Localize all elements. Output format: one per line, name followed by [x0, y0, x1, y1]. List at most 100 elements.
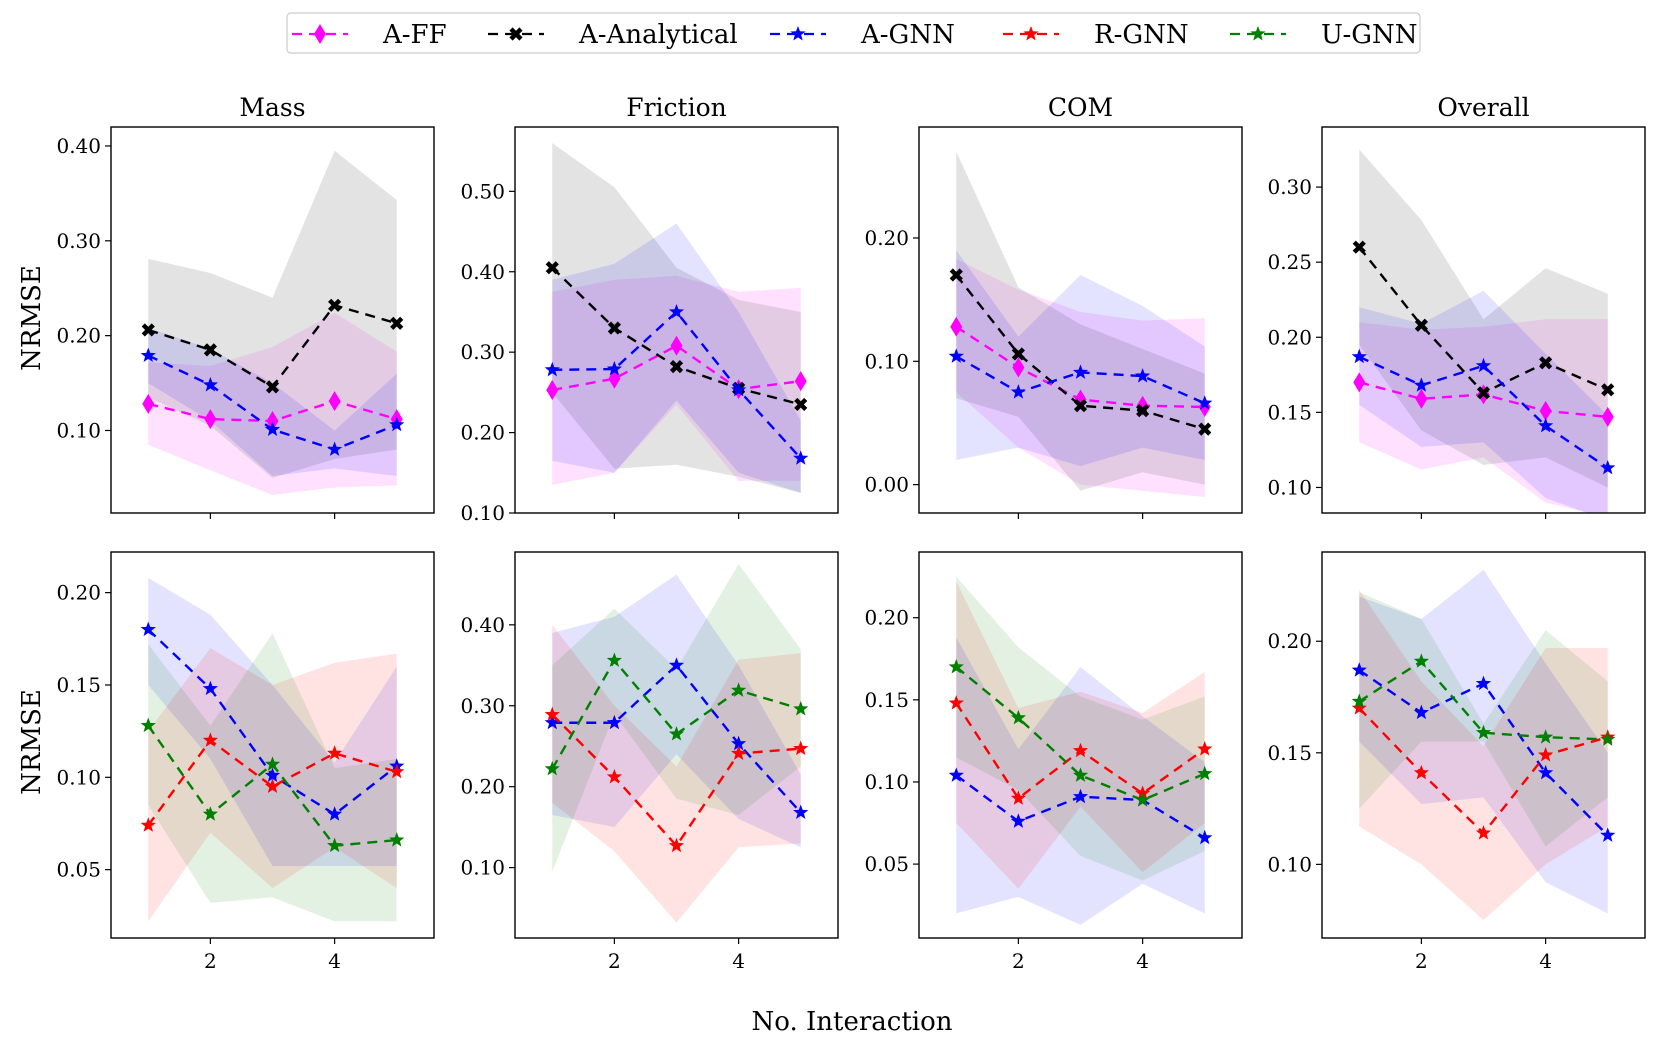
y-tick-label: 0.20: [1267, 629, 1312, 653]
line-a-ff: [552, 344, 801, 392]
line-a-gnn: [552, 310, 802, 460]
point-u-gnn-1: [948, 658, 964, 674]
panel-row1-col0: 0.05 0.10 0.15 0.20 2 4: [56, 551, 435, 973]
point-u-gnn-5: [389, 832, 405, 847]
panel-title: Mass: [239, 93, 305, 122]
point-a-gnn-2: [1010, 813, 1026, 828]
y-tick-label: 0.40: [460, 260, 505, 284]
y-tick-label: 0.30: [460, 694, 505, 718]
y-tick-label: 0.15: [1267, 400, 1312, 424]
point-r-gnn-3: [1072, 742, 1089, 758]
point-a-gnn-5: [793, 450, 809, 465]
line-a-gnn: [552, 663, 802, 814]
point-a-ff-1: [1353, 372, 1366, 393]
x-tick-label: 4: [1539, 949, 1552, 973]
point-a-gnn-3: [1072, 788, 1089, 804]
point-u-gnn-1: [1351, 693, 1367, 708]
point-r-gnn-2: [606, 768, 622, 784]
y-tick-label: 0.20: [56, 324, 101, 348]
point-a-gnn-4: [731, 735, 747, 751]
point-a-analytical-2: [203, 343, 217, 357]
band-a-gnn: [552, 223, 801, 493]
point-a-analytical-4: [1136, 404, 1150, 418]
point-a-gnn-4: [1538, 417, 1554, 433]
point-r-gnn-3: [668, 837, 685, 853]
panel-friction: 0.10 0.20 0.30 0.40 0.50 Friction: [460, 93, 839, 525]
panel-row1-col1: 0.10 0.20 0.30 0.40 2 4: [460, 551, 839, 973]
point-u-gnn-2: [202, 806, 218, 821]
point-a-gnn-2: [202, 376, 218, 392]
point-a-gnn-4: [1538, 764, 1554, 780]
point-r-gnn-2: [202, 732, 218, 747]
point-r-gnn-4: [1538, 747, 1554, 762]
y-tick-label: 0.25: [1267, 250, 1312, 274]
band-a-ff: [956, 258, 1205, 497]
y-tick-label: 0.20: [460, 421, 505, 445]
legend-marker-r-gnn: [1023, 26, 1039, 41]
point-a-ff-5: [1601, 406, 1614, 427]
point-a-gnn-4: [731, 381, 747, 397]
point-u-gnn-3: [1475, 724, 1492, 740]
legend-label-u-gnn: U-GNN: [1321, 20, 1418, 50]
band-u-gnn: [552, 564, 801, 872]
point-a-analytical-2: [607, 321, 621, 335]
point-r-gnn-5: [793, 740, 809, 756]
y-tick-label: 0.10: [864, 349, 909, 373]
point-a-analytical-3: [1476, 386, 1491, 400]
y-tick-label: 0.20: [1267, 325, 1312, 349]
point-u-gnn-5: [1600, 731, 1616, 746]
point-a-ff-4: [328, 391, 341, 412]
legend-label-a-analytical: A-Analytical: [578, 20, 738, 50]
point-a-analytical-3: [669, 360, 684, 374]
legend-box: [286, 12, 1421, 54]
point-a-analytical-1: [1352, 240, 1366, 254]
point-a-gnn-1: [140, 621, 156, 637]
point-r-gnn-1: [544, 706, 560, 722]
point-u-gnn-5: [1197, 765, 1213, 781]
panel-title: COM: [1048, 93, 1113, 122]
point-a-gnn-3: [668, 303, 685, 319]
point-a-gnn-3: [264, 421, 281, 437]
point-u-gnn-3: [668, 726, 685, 741]
point-a-ff-2: [204, 409, 217, 430]
y-tick-label: 0.10: [460, 856, 505, 880]
point-a-gnn-2: [1413, 377, 1429, 392]
point-r-gnn-1: [1351, 700, 1367, 715]
panel-frame: [1321, 126, 1646, 514]
band-u-gnn: [956, 576, 1205, 881]
point-r-gnn-4: [731, 745, 747, 760]
y-tick-label: 0.10: [1267, 852, 1312, 876]
y-axis-label-top: NRMSE: [17, 265, 47, 371]
point-a-gnn-3: [1475, 357, 1492, 373]
point-a-gnn-5: [1197, 829, 1213, 845]
point-u-gnn-3: [264, 756, 281, 771]
panel-frame: [918, 551, 1243, 939]
point-r-gnn-3: [264, 778, 281, 794]
y-axis-label-bottom: NRMSE: [17, 689, 47, 795]
point-a-gnn-4: [327, 441, 343, 456]
panel-frame: [918, 126, 1243, 514]
band-a-gnn: [956, 637, 1205, 925]
point-a-gnn-4: [327, 806, 343, 821]
y-tick-label: 0.30: [1267, 175, 1312, 199]
y-tick-label: 0.15: [1267, 741, 1312, 765]
point-a-gnn-5: [1600, 827, 1616, 842]
panel-title: Overall: [1437, 93, 1529, 122]
point-a-gnn-2: [606, 361, 622, 376]
point-r-gnn-1: [948, 695, 964, 710]
point-a-analytical-5: [794, 397, 808, 412]
y-tick-label: 0.10: [56, 418, 101, 442]
legend-marker-a-analytical: [509, 27, 523, 41]
point-r-gnn-4: [327, 745, 343, 760]
point-a-analytical-5: [390, 316, 404, 330]
y-tick-label: 0.30: [56, 229, 101, 253]
panel-title: Friction: [626, 93, 727, 122]
y-tick-label: 0.20: [56, 581, 101, 605]
point-a-analytical-5: [1601, 383, 1615, 397]
point-a-gnn-2: [202, 680, 218, 696]
point-a-analytical-2: [1414, 318, 1428, 332]
band-r-gnn: [956, 581, 1205, 889]
panel-com: 0.00 0.10 0.20 COM: [864, 93, 1243, 519]
point-a-gnn-3: [1475, 675, 1492, 691]
point-a-gnn-2: [1413, 704, 1429, 720]
